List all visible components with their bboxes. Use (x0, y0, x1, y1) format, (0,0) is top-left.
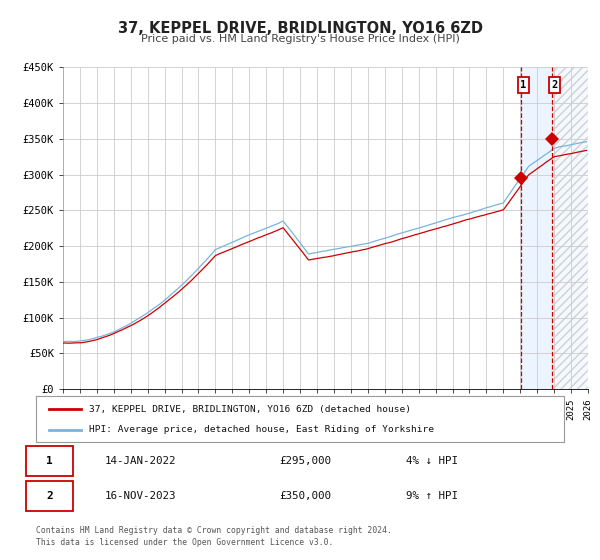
Text: 16-NOV-2023: 16-NOV-2023 (104, 491, 176, 501)
Text: £350,000: £350,000 (279, 491, 331, 501)
FancyBboxPatch shape (36, 396, 564, 442)
Text: 1: 1 (520, 80, 527, 90)
FancyBboxPatch shape (26, 446, 73, 476)
Text: HPI: Average price, detached house, East Riding of Yorkshire: HPI: Average price, detached house, East… (89, 425, 434, 434)
Text: £295,000: £295,000 (279, 456, 331, 466)
Bar (521, 67, 588, 389)
FancyBboxPatch shape (26, 481, 73, 511)
Text: 2: 2 (551, 80, 558, 90)
Text: 2: 2 (46, 491, 53, 501)
Text: 37, KEPPEL DRIVE, BRIDLINGTON, YO16 6ZD (detached house): 37, KEPPEL DRIVE, BRIDLINGTON, YO16 6ZD … (89, 405, 411, 414)
Text: 37, KEPPEL DRIVE, BRIDLINGTON, YO16 6ZD: 37, KEPPEL DRIVE, BRIDLINGTON, YO16 6ZD (118, 21, 482, 36)
Text: 4% ↓ HPI: 4% ↓ HPI (406, 456, 458, 466)
Text: 1: 1 (46, 456, 53, 466)
Text: Contains HM Land Registry data © Crown copyright and database right 2024.: Contains HM Land Registry data © Crown c… (36, 526, 392, 535)
Text: Price paid vs. HM Land Registry's House Price Index (HPI): Price paid vs. HM Land Registry's House … (140, 34, 460, 44)
Text: 9% ↑ HPI: 9% ↑ HPI (406, 491, 458, 501)
Bar (552, 67, 588, 389)
Text: 14-JAN-2022: 14-JAN-2022 (104, 456, 176, 466)
Text: This data is licensed under the Open Government Licence v3.0.: This data is licensed under the Open Gov… (36, 538, 334, 547)
Bar (552, 67, 588, 389)
